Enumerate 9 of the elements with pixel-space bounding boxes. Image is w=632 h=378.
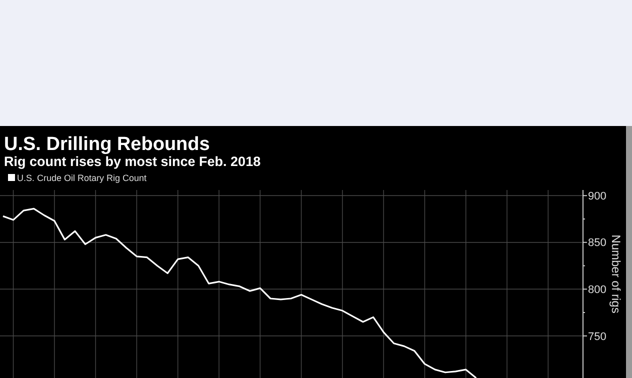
y-tick-label: 900 [588,190,606,202]
y-tick-label: 800 [588,284,606,296]
chart-title: U.S. Drilling Rebounds [4,134,210,155]
y-tick-label: 750 [588,330,606,343]
legend-label: U.S. Crude Oil Rotary Rig Count [17,173,148,183]
chart-subtitle: Rig count rises by most since Feb. 2018 [4,154,262,169]
y-tick-label: 850 [588,237,606,250]
y-axis-title: Number of rigs [609,234,623,314]
line-series [2,208,477,378]
